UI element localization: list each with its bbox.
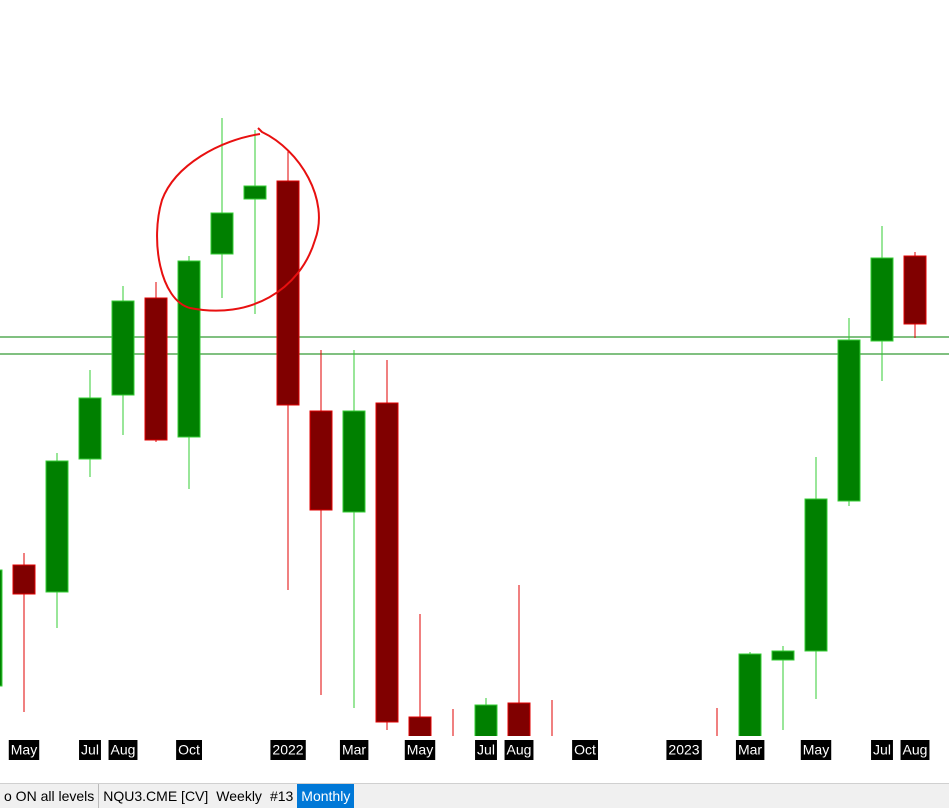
x-tick-label: 2022 [272, 742, 303, 758]
candle-body [0, 569, 3, 687]
candle-body [442, 745, 464, 770]
candle-body [738, 653, 762, 736]
candle-body [243, 185, 267, 200]
x-tick-label: Aug [507, 742, 532, 758]
toolbar-item[interactable]: #13 [269, 788, 294, 804]
candle-body [474, 704, 498, 736]
x-tick-label: Oct [574, 742, 596, 758]
plot-area [0, 118, 949, 770]
x-tick-label-bg [475, 740, 497, 760]
x-tick-label: Mar [342, 742, 366, 758]
x-tick-label-bg [871, 740, 893, 760]
candle-body [903, 255, 927, 325]
candle-body [210, 212, 234, 255]
candle-body [706, 745, 728, 770]
x-tick-label-bg [8, 740, 40, 760]
x-tick-label-bg [339, 740, 369, 760]
x-tick-label-bg [176, 740, 202, 760]
x-tick-label-bg [572, 740, 598, 760]
x-tick-label-bg [79, 740, 101, 760]
candle-body [45, 460, 69, 593]
candle-body [507, 702, 531, 736]
chart: May Jul Aug Oct 2022 Mar May Jul Aug Oct 2023 Mar Ma… [0, 118, 949, 770]
candle-body [837, 339, 861, 502]
candle-body [870, 257, 894, 342]
toolbar-item[interactable]: Weekly [216, 788, 262, 804]
x-tick-label-bg [666, 740, 702, 760]
x-tick-label: 2023 [668, 742, 699, 758]
x-tick-label-bg [800, 740, 832, 760]
x-tick-label: Jul [81, 742, 99, 758]
candle-body [804, 498, 828, 652]
x-tick-label-bg [270, 740, 306, 760]
toolbar-item[interactable]: Monthly [297, 784, 355, 808]
candle-body [408, 716, 432, 736]
candle-body [12, 564, 36, 595]
x-tick-label: Oct [178, 742, 200, 758]
x-tick-label: Jul [873, 742, 891, 758]
candle-body [144, 297, 168, 441]
x-tick-label: Jul [477, 742, 495, 758]
candle-body [309, 410, 333, 511]
x-tick-label: May [407, 742, 433, 758]
x-tick-label: Aug [903, 742, 928, 758]
x-tick-label-bg [900, 740, 930, 760]
toolbar-item[interactable]: NQU3.CME [CV] [98, 784, 212, 808]
candle-body [78, 397, 102, 460]
candle-body [111, 300, 135, 396]
x-axis: May Jul Aug Oct 2022 Mar May Jul Aug Oct 2023 Mar Ma… [8, 740, 930, 760]
x-tick-label-bg [404, 740, 436, 760]
x-tick-label-bg [108, 740, 138, 760]
x-tick-label: May [803, 742, 829, 758]
toolbar-item[interactable]: o ON all levels [4, 788, 95, 804]
candle-body [771, 650, 795, 661]
x-tick-label-bg [504, 740, 534, 760]
status-bar: o ON all levels NQU3.CME [CV] Weekly #13… [0, 783, 949, 808]
candle-body [276, 180, 300, 406]
candle-body [177, 260, 201, 438]
candle-body [375, 402, 399, 723]
x-tick-label-bg [735, 740, 765, 760]
x-tick-label: Aug [111, 742, 136, 758]
x-tick-label: Mar [738, 742, 762, 758]
annotation-circle [156, 127, 320, 312]
candle-body [342, 410, 366, 513]
candle-body [541, 745, 563, 770]
x-tick-label: May [11, 742, 37, 758]
